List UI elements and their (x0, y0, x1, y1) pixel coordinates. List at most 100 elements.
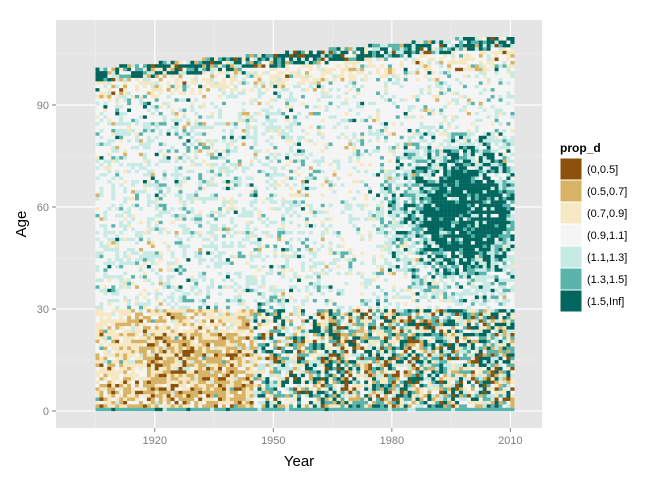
heatmap-cell (194, 302, 199, 306)
heatmap-cell (170, 380, 175, 384)
heatmap-cell (111, 292, 116, 296)
heatmap-cell (103, 302, 108, 306)
heatmap-cell (158, 390, 163, 395)
heatmap-cell (158, 152, 163, 157)
heatmap-cell (261, 159, 266, 163)
heatmap-cell (186, 343, 191, 347)
heatmap-cell (277, 57, 282, 61)
heatmap-cell (277, 183, 282, 187)
heatmap-cell (261, 200, 266, 204)
heatmap-cell (150, 115, 155, 119)
heatmap-cell (107, 149, 112, 153)
heatmap-cell (178, 319, 183, 323)
heatmap-cell (99, 258, 104, 262)
heatmap-cell (249, 292, 254, 296)
heatmap-cell (186, 387, 191, 391)
heatmap-cell (142, 203, 148, 208)
heatmap-cell (115, 183, 120, 187)
heatmap-cell (174, 156, 179, 160)
heatmap-cell (241, 77, 246, 82)
heatmap-cell (249, 302, 254, 306)
heatmap-cell (103, 74, 108, 78)
heatmap-cell (253, 312, 258, 316)
heatmap-cell (95, 105, 100, 109)
heatmap-cell (245, 315, 250, 320)
heatmap-cell (253, 145, 258, 150)
heatmap-cell (249, 60, 254, 65)
heatmap-cell (131, 152, 136, 157)
heatmap-cell (127, 234, 132, 238)
heatmap-cell (241, 349, 246, 354)
heatmap-cell (210, 135, 215, 140)
heatmap-cell (111, 213, 116, 218)
heatmap-cell (103, 98, 108, 102)
heatmap-cell (210, 349, 215, 354)
heatmap-cell (210, 363, 215, 367)
heatmap-cell (190, 135, 195, 140)
heatmap-cell (281, 349, 286, 354)
heatmap-cell (229, 230, 234, 235)
heatmap-cell (190, 322, 195, 327)
heatmap-cell (198, 88, 203, 92)
heatmap-cell (265, 77, 270, 82)
heatmap-cell (245, 329, 250, 333)
heatmap-cell (269, 217, 274, 221)
heatmap-cell (186, 302, 191, 306)
heatmap-cell (111, 298, 116, 303)
heatmap-cell (123, 360, 128, 364)
heatmap-cell (99, 356, 104, 361)
heatmap-cell (166, 373, 171, 378)
heatmap-cell (127, 122, 132, 126)
heatmap-cell (150, 363, 155, 367)
heatmap-cell (111, 139, 116, 143)
heatmap-cell (229, 220, 234, 225)
heatmap-cell (158, 329, 163, 333)
heatmap-cell (237, 94, 242, 99)
heatmap-cell (261, 207, 266, 211)
heatmap-cell (142, 149, 148, 153)
heatmap-cell (146, 258, 151, 262)
heatmap-cell (119, 94, 124, 99)
heatmap-cell (166, 183, 171, 187)
heatmap-cell (166, 224, 171, 228)
heatmap-cell (261, 275, 266, 279)
heatmap-cell (170, 77, 175, 82)
heatmap-cell (111, 91, 116, 95)
heatmap-cell (233, 349, 238, 354)
heatmap-cell (135, 98, 140, 102)
heatmap-cell (245, 176, 250, 180)
heatmap-cell (245, 268, 250, 272)
heatmap-cell (119, 176, 124, 180)
heatmap-cell (218, 332, 223, 337)
heatmap-cell (182, 244, 187, 248)
heatmap-cell (206, 173, 211, 177)
heatmap-cell (257, 309, 262, 313)
heatmap-cell (182, 332, 187, 337)
heatmap-cell (174, 247, 179, 252)
heatmap-cell (166, 213, 171, 218)
heatmap-cell (154, 363, 159, 367)
heatmap-cell (174, 217, 179, 221)
heatmap-cell (233, 336, 238, 340)
heatmap-cell (158, 247, 163, 252)
heatmap-cell (178, 84, 183, 89)
heatmap-cell (269, 179, 274, 184)
heatmap-cell (135, 220, 140, 225)
heatmap-cell (123, 125, 128, 129)
heatmap-cell (214, 268, 219, 272)
heatmap-cell (190, 370, 195, 374)
heatmap-cell (178, 159, 183, 163)
heatmap-cell (111, 373, 116, 378)
heatmap-cell (277, 159, 282, 163)
heatmap-cell (111, 125, 116, 129)
heatmap-cell (277, 173, 282, 177)
heatmap-cell (146, 295, 151, 299)
heatmap-cell (146, 305, 151, 310)
heatmap-cell (138, 162, 144, 167)
heatmap-cell (107, 193, 112, 197)
heatmap-cell (190, 373, 195, 378)
heatmap-cell (154, 268, 159, 272)
heatmap-cell (178, 179, 183, 184)
heatmap-cell (194, 176, 199, 180)
heatmap-cell (273, 162, 278, 167)
